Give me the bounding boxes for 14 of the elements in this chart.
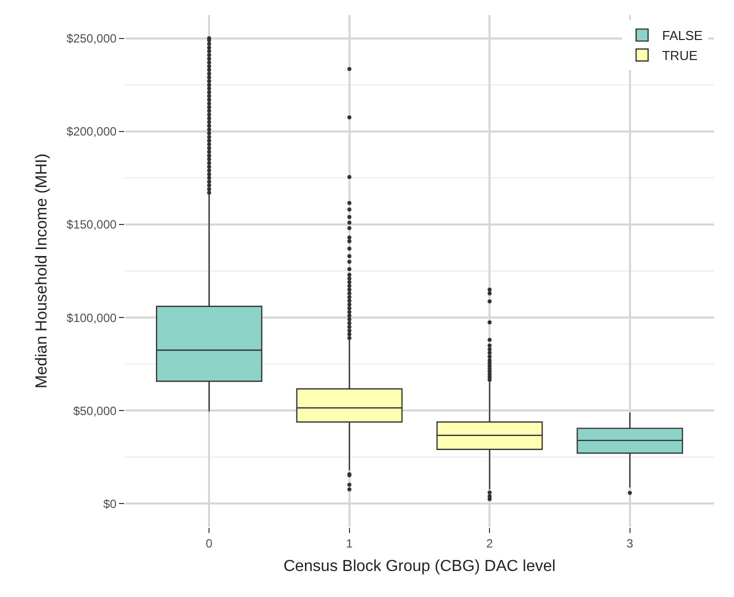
x-tick-label: 2: [486, 536, 494, 550]
x-tick-label: 1: [346, 536, 354, 550]
legend-label: FALSE: [662, 28, 703, 44]
y-tick-label: $150,000: [66, 218, 117, 232]
x-axis-title: Census Block Group (CBG) DAC level: [283, 558, 556, 576]
legend-label: TRUE: [662, 48, 698, 64]
y-tick-label: $100,000: [66, 310, 117, 325]
y-tick-label: $200,000: [66, 124, 117, 139]
y-tick-label: $0: [103, 496, 117, 511]
y-tick-label: $50,000: [73, 404, 117, 418]
y-axis-title: Median Household Income (MHI): [33, 154, 50, 388]
x-tick-label: 0: [206, 536, 213, 550]
x-tick-label: 3: [626, 536, 634, 550]
y-tick-label: $250,000: [66, 31, 117, 46]
